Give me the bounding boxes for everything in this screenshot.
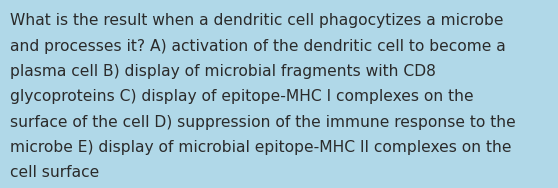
Text: glycoproteins C) display of epitope-MHC I complexes on the: glycoproteins C) display of epitope-MHC … bbox=[10, 89, 474, 104]
Text: surface of the cell D) suppression of the immune response to the: surface of the cell D) suppression of th… bbox=[10, 115, 516, 130]
Text: cell surface: cell surface bbox=[10, 165, 99, 180]
Text: and processes it? A) activation of the dendritic cell to become a: and processes it? A) activation of the d… bbox=[10, 39, 506, 54]
Text: What is the result when a dendritic cell phagocytizes a microbe: What is the result when a dendritic cell… bbox=[10, 13, 503, 28]
Text: microbe E) display of microbial epitope-MHC II complexes on the: microbe E) display of microbial epitope-… bbox=[10, 140, 512, 155]
Text: plasma cell B) display of microbial fragments with CD8: plasma cell B) display of microbial frag… bbox=[10, 64, 436, 79]
